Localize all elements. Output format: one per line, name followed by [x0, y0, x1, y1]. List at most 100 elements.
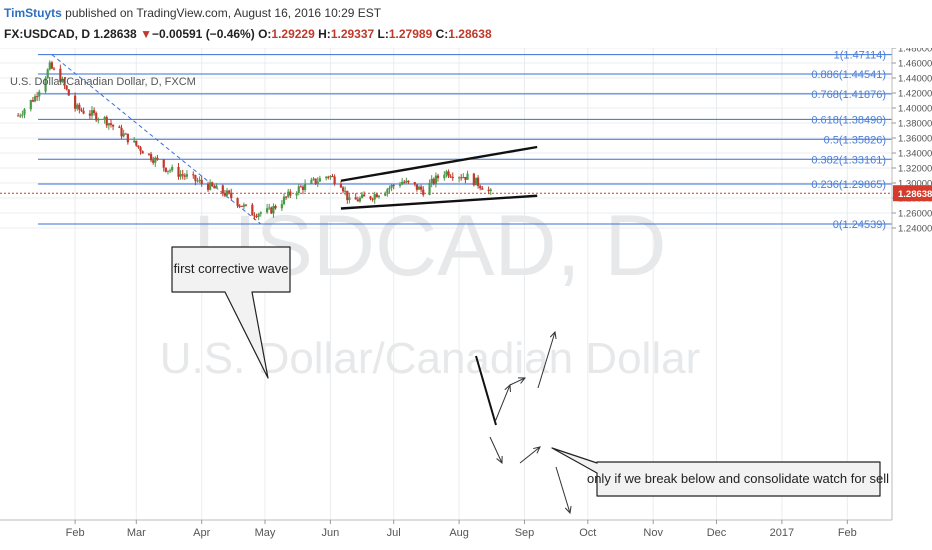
- candle-body: [462, 176, 465, 178]
- projection-arrow: [519, 446, 541, 464]
- candle-body: [487, 189, 490, 192]
- time-tick-label: Jun: [322, 527, 340, 539]
- open-value: 1.29229: [271, 27, 315, 41]
- candle-body: [135, 140, 138, 146]
- candle-body: [122, 133, 125, 137]
- candle-body: [76, 104, 79, 109]
- candle-body: [50, 62, 54, 69]
- candle-body: [90, 110, 94, 116]
- candle-body: [215, 185, 218, 189]
- channel-trend-line: [340, 194, 538, 210]
- candle-body: [206, 183, 210, 190]
- candle-body: [213, 186, 216, 189]
- last-price: 1.28638: [93, 27, 137, 41]
- author-link[interactable]: TimStuyts: [4, 6, 62, 20]
- price-tick-label: 1.36000: [898, 134, 932, 145]
- candle-body: [451, 176, 454, 179]
- fib-level-label: 0.886(1.44541): [811, 69, 886, 81]
- arrow-head-icon: [496, 455, 503, 465]
- candle-body: [344, 190, 347, 192]
- candle-body: [67, 89, 70, 96]
- candle-body: [266, 208, 269, 213]
- close-value: 1.28638: [448, 27, 492, 41]
- candle-body: [430, 178, 433, 184]
- time-tick-label: Jul: [387, 527, 401, 539]
- candle-body: [377, 195, 381, 198]
- candle-body: [354, 197, 357, 200]
- candle-body: [31, 100, 35, 102]
- candle-body: [346, 190, 349, 201]
- time-tick-label: Apr: [193, 527, 210, 539]
- candle-body: [358, 197, 362, 202]
- fib-level-label: 1(1.47114): [834, 50, 886, 62]
- candle-body: [297, 186, 300, 193]
- candle-body: [474, 177, 478, 186]
- candle-body: [21, 114, 24, 116]
- callout-text: first corrective wave: [174, 261, 289, 276]
- candle-body: [360, 194, 364, 198]
- price-chart[interactable]: USDCAD, DU.S. Dollar/Canadian Dollar1(1.…: [0, 48, 932, 550]
- price-tick-label: 1.40000: [898, 104, 932, 115]
- ohlc-line: FX:USDCAD, D 1.28638 ▼−0.00591 (−0.46%) …: [4, 27, 492, 41]
- chart-header: TimStuyts published on TradingView.com, …: [0, 0, 932, 48]
- candle-body: [240, 205, 243, 207]
- high-value: 1.29337: [330, 27, 375, 41]
- fib-level-label: 0.382(1.33161): [811, 154, 886, 166]
- candle-body: [447, 171, 450, 177]
- candle-body: [164, 167, 167, 172]
- drawn-line: [475, 355, 497, 426]
- publish-line: TimStuyts published on TradingView.com, …: [4, 6, 381, 20]
- candle-body: [466, 173, 469, 180]
- candle-body: [371, 198, 374, 200]
- candle-body: [61, 78, 64, 82]
- candle-body: [171, 166, 174, 171]
- price-tick-label: 1.48000: [898, 48, 932, 55]
- price-tick-label: 1.44000: [898, 74, 932, 85]
- candle-body: [109, 123, 113, 125]
- candle-body: [209, 182, 212, 190]
- projection-arrow: [489, 436, 503, 464]
- candle-body: [325, 176, 328, 179]
- candle-body: [228, 190, 231, 193]
- candle-body: [223, 193, 227, 196]
- candle-body: [211, 182, 214, 187]
- candle-body: [390, 184, 393, 188]
- candle-body: [295, 192, 298, 196]
- candle-body: [124, 133, 127, 135]
- callout-text: only if we break below and consolidate w…: [587, 471, 889, 486]
- candle-body: [251, 204, 254, 216]
- candle-body: [327, 176, 330, 178]
- time-tick-label: Feb: [838, 527, 857, 539]
- candle-body: [428, 183, 431, 195]
- arrow-head-icon: [549, 330, 557, 339]
- candle-body: [363, 194, 366, 197]
- projection-arrow: [494, 384, 511, 423]
- candle-body: [192, 174, 195, 176]
- price-tick-label: 1.46000: [898, 59, 932, 70]
- candle-body: [118, 126, 121, 128]
- candle-body: [107, 123, 110, 126]
- candle-body: [398, 184, 402, 186]
- candle-body: [105, 117, 108, 126]
- published-text: published on TradingView.com, August 16,…: [65, 6, 382, 20]
- candle-body: [139, 147, 142, 152]
- watermark-name: U.S. Dollar/Canadian Dollar: [160, 334, 700, 383]
- candle-body: [316, 181, 319, 184]
- candle-body: [289, 191, 292, 196]
- time-tick-label: May: [255, 527, 276, 539]
- candle-body: [154, 157, 157, 163]
- close-label: C:: [435, 27, 449, 41]
- candle-body: [341, 187, 345, 192]
- candle-body: [82, 110, 85, 114]
- candle-body: [194, 175, 197, 181]
- candle-body: [329, 176, 332, 178]
- candle-body: [221, 185, 224, 194]
- candle-body: [348, 197, 351, 201]
- candle-body: [449, 176, 452, 178]
- fib-level-label: 0.236(1.29865): [811, 179, 886, 191]
- low-value: 1.27989: [388, 27, 433, 41]
- projection-arrow: [555, 466, 571, 514]
- candle-body: [238, 205, 241, 207]
- candle-body: [156, 157, 159, 160]
- candle-body: [38, 91, 41, 97]
